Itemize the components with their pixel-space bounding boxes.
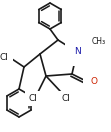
Text: CH₃: CH₃ <box>92 37 106 46</box>
Text: Cl: Cl <box>0 53 8 62</box>
Text: Cl: Cl <box>28 94 37 103</box>
Text: O: O <box>90 77 97 86</box>
Text: Cl: Cl <box>62 94 71 103</box>
Text: N: N <box>74 48 80 56</box>
